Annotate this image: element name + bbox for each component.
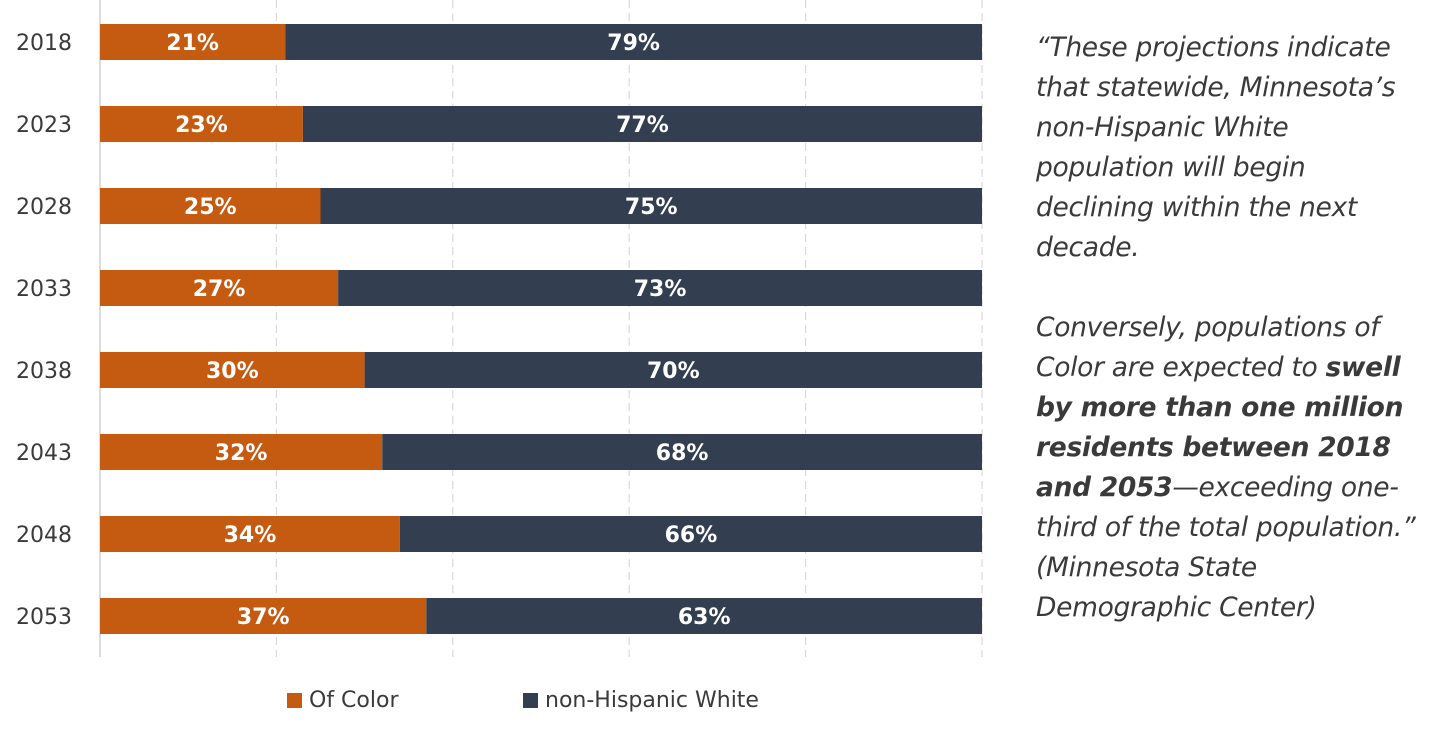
quote-text: “These projections indicate that statewi… (1036, 28, 1426, 628)
bar-non-hispanic-white (338, 270, 982, 306)
data-label: 73% (634, 277, 687, 302)
stacked-bar-chart: 2018 21% 79% 2023 23% 77% 2028 25% 75% 2033 27% 73%… (16, 0, 983, 657)
y-tick-label: 2048 (16, 523, 72, 548)
y-tick-label: 2038 (16, 359, 72, 384)
bar-of-color (100, 270, 339, 306)
bar-of-color (100, 598, 427, 634)
bar-non-hispanic-white (320, 188, 982, 224)
legend-item-white: non-Hispanic White (523, 684, 759, 716)
data-label: 30% (206, 359, 259, 384)
bar-non-hispanic-white (285, 24, 983, 60)
legend-swatch-of-color (287, 692, 302, 708)
bar-non-hispanic-white (364, 352, 983, 388)
data-label: 32% (215, 441, 268, 466)
quote-paragraph-1: “These projections indicate that statewi… (1036, 32, 1396, 263)
legend-swatch-white (523, 692, 538, 708)
quote-p2-bold: swell by more than one million residents… (1036, 352, 1404, 503)
quote-p2-start: Conversely, populations of Color are exp… (1036, 312, 1380, 383)
bar-non-hispanic-white (382, 434, 982, 470)
legend-label-white: non-Hispanic White (545, 687, 759, 713)
bar-of-color (100, 434, 383, 470)
data-label: 25% (184, 195, 237, 220)
bar-non-hispanic-white (399, 516, 982, 552)
data-label: 70% (647, 359, 700, 384)
y-tick-label: 2018 (16, 31, 72, 56)
bar-of-color (100, 188, 321, 224)
data-label: 63% (678, 605, 731, 630)
legend-label-of-color: Of Color (309, 687, 399, 713)
bar-of-color (100, 352, 365, 388)
bar-of-color (100, 516, 400, 552)
data-label: 34% (224, 523, 277, 548)
data-label: 23% (175, 113, 228, 138)
quote-paragraph-2: Conversely, populations of Color are exp… (1036, 308, 1426, 628)
data-label: 27% (193, 277, 246, 302)
quote-p2-end: —exceeding one-third of the total popula… (1036, 472, 1416, 623)
bar-of-color (100, 106, 303, 142)
y-tick-label: 2043 (16, 441, 72, 466)
data-label: 79% (607, 31, 660, 56)
data-label: 66% (665, 523, 718, 548)
data-label: 37% (237, 605, 290, 630)
data-label: 68% (656, 441, 709, 466)
data-label: 21% (166, 31, 219, 56)
bar-of-color (100, 24, 286, 60)
bar-non-hispanic-white (302, 106, 982, 142)
y-tick-label: 2053 (16, 605, 72, 630)
bar-non-hispanic-white (426, 598, 983, 634)
y-tick-label: 2028 (16, 195, 72, 220)
data-label: 77% (616, 113, 669, 138)
y-tick-label: 2033 (16, 277, 72, 302)
legend-item-of-color: Of Color (287, 684, 399, 716)
y-tick-label: 2023 (16, 113, 72, 138)
data-label: 75% (625, 195, 678, 220)
